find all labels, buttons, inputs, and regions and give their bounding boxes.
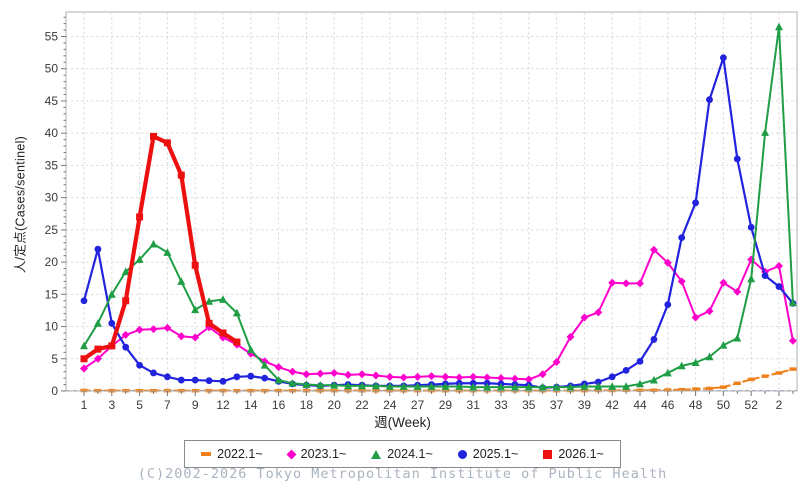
legend-item-label: 2026.1~ [558, 447, 604, 461]
svg-text:39: 39 [578, 398, 592, 412]
square-marker-icon [543, 449, 553, 459]
svg-text:9: 9 [192, 398, 199, 412]
svg-text:52: 52 [745, 398, 759, 412]
svg-text:37: 37 [550, 398, 564, 412]
legend-item-20231: 2023.1~ [286, 447, 347, 461]
legend-item-label: 2022.1~ [217, 447, 263, 461]
svg-text:18: 18 [300, 398, 314, 412]
legend: 2022.1~ 2023.1~ 2024.1~ 2025.1~ 2026.1~ [0, 440, 805, 468]
chart-canvas: 0 5 10 15 20 25 30 35 40 45 50 55 1 3 5 7 9 12 14 16 18 20 22 2… [13, 11, 798, 430]
svg-text:50: 50 [45, 62, 59, 76]
copyright-footer: (C)2002-2026 Tokyo Metropolitan Institut… [137, 466, 668, 482]
svg-text:27: 27 [411, 398, 425, 412]
svg-text:5: 5 [51, 352, 58, 366]
svg-text:50: 50 [717, 398, 731, 412]
svg-text:35: 35 [522, 398, 536, 412]
svg-text:46: 46 [661, 398, 675, 412]
legend-item-20221: 2022.1~ [201, 447, 263, 461]
diamond-marker-icon [286, 449, 297, 459]
svg-text:44: 44 [633, 398, 647, 412]
y-axis-title: 人/定点(Cases/sentinel) [13, 135, 28, 274]
svg-text:22: 22 [355, 398, 369, 412]
svg-text:33: 33 [494, 398, 508, 412]
legend-item-20241: 2024.1~ [371, 447, 433, 461]
svg-text:55: 55 [45, 29, 59, 43]
svg-text:20: 20 [45, 255, 59, 269]
svg-text:14: 14 [244, 398, 258, 412]
svg-text:30: 30 [45, 191, 59, 205]
x-axis-title: 週(Week) [374, 415, 431, 430]
svg-text:2: 2 [776, 398, 783, 412]
svg-text:45: 45 [45, 94, 59, 108]
legend-box: 2022.1~ 2023.1~ 2024.1~ 2025.1~ 2026.1~ [184, 440, 621, 468]
legend-item-label: 2023.1~ [300, 447, 347, 461]
svg-text:0: 0 [51, 384, 58, 398]
svg-text:31: 31 [467, 398, 481, 412]
svg-text:48: 48 [689, 398, 703, 412]
svg-text:7: 7 [164, 398, 171, 412]
svg-text:3: 3 [108, 398, 115, 412]
circle-marker-icon [457, 449, 467, 459]
legend-item-label: 2025.1~ [472, 447, 519, 461]
svg-text:20: 20 [328, 398, 342, 412]
legend-item-20251: 2025.1~ [457, 447, 519, 461]
svg-text:42: 42 [606, 398, 620, 412]
legend-item-label: 2024.1~ [387, 447, 433, 461]
triangle-marker-icon [371, 449, 382, 459]
svg-text:24: 24 [383, 398, 397, 412]
svg-text:5: 5 [136, 398, 143, 412]
svg-text:12: 12 [216, 398, 230, 412]
svg-text:25: 25 [45, 223, 59, 237]
svg-text:10: 10 [45, 320, 59, 334]
dash-marker-icon [201, 452, 212, 456]
svg-text:40: 40 [45, 126, 59, 140]
svg-text:1: 1 [81, 398, 88, 412]
svg-text:29: 29 [439, 398, 453, 412]
legend-item-20261: 2026.1~ [543, 447, 604, 461]
svg-text:16: 16 [272, 398, 286, 412]
svg-text:15: 15 [45, 287, 59, 301]
svg-text:35: 35 [45, 158, 59, 172]
